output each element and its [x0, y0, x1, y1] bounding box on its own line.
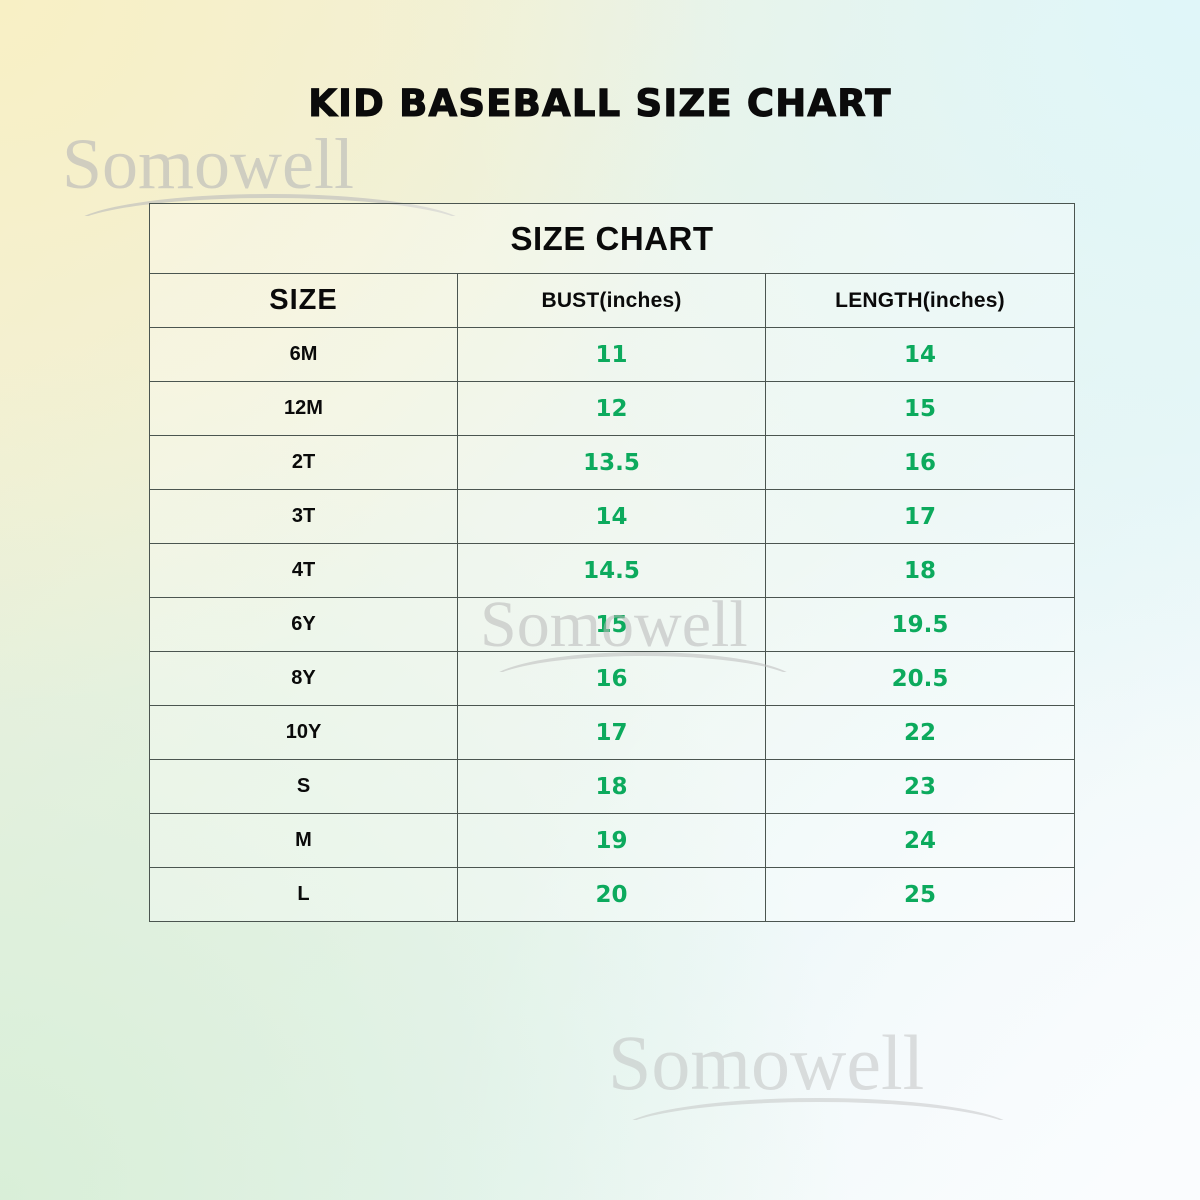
cell-size: 6Y [149, 597, 458, 652]
table-row: 6M 11 14 [149, 327, 1075, 382]
size-chart-table: SIZE CHART SIZE BUST(inches) LENGTH(inch… [149, 203, 1075, 922]
table-row: 3T 14 17 [149, 489, 1075, 544]
cell-bust: 17 [457, 705, 766, 760]
cell-size: 4T [149, 543, 458, 598]
table-row: 6Y 15 19.5 [149, 597, 1075, 652]
size-chart-table-container: SIZE CHART SIZE BUST(inches) LENGTH(inch… [149, 203, 1075, 922]
cell-length: 25 [765, 867, 1075, 922]
cell-length: 17 [765, 489, 1075, 544]
watermark-center: Somowell [480, 588, 748, 661]
cell-bust: 12 [457, 381, 766, 436]
watermark-top-left: Somowell [62, 124, 355, 204]
cell-size: S [149, 759, 458, 814]
table-row: 2T 13.5 16 [149, 435, 1075, 490]
cell-length: 20.5 [765, 651, 1075, 706]
cell-length: 16 [765, 435, 1075, 490]
cell-size: L [149, 867, 458, 922]
watermark-swoosh-top-left [70, 194, 470, 216]
table-row: 10Y 17 22 [149, 705, 1075, 760]
table-row: 8Y 16 20.5 [149, 651, 1075, 706]
cell-length: 22 [765, 705, 1075, 760]
cell-bust: 13.5 [457, 435, 766, 490]
table-row: 4T 14.5 18 [149, 543, 1075, 598]
table-title-row: SIZE CHART [149, 203, 1075, 274]
watermark-swoosh-bottom [618, 1098, 1018, 1120]
cell-length: 15 [765, 381, 1075, 436]
table-row: S 18 23 [149, 759, 1075, 814]
cell-bust: 11 [457, 327, 766, 382]
cell-bust: 14 [457, 489, 766, 544]
cell-bust: 19 [457, 813, 766, 868]
watermark-swoosh-center [488, 652, 798, 672]
cell-length: 24 [765, 813, 1075, 868]
cell-size: 3T [149, 489, 458, 544]
cell-size: 6M [149, 327, 458, 382]
cell-length: 19.5 [765, 597, 1075, 652]
cell-bust: 20 [457, 867, 766, 922]
table-caption: SIZE CHART [149, 203, 1075, 274]
table-row: M 19 24 [149, 813, 1075, 868]
table-row: L 20 25 [149, 867, 1075, 922]
column-header-size: SIZE [149, 273, 458, 328]
cell-size: M [149, 813, 458, 868]
table-row: 12M 12 15 [149, 381, 1075, 436]
watermark-bottom: Somowell [608, 1019, 925, 1106]
cell-bust: 18 [457, 759, 766, 814]
column-header-length: LENGTH(inches) [765, 273, 1075, 328]
cell-bust: 15 [457, 597, 766, 652]
cell-size: 8Y [149, 651, 458, 706]
cell-size: 10Y [149, 705, 458, 760]
page-title: KID BASEBALL SIZE CHART [308, 81, 892, 125]
cell-length: 18 [765, 543, 1075, 598]
cell-size: 2T [149, 435, 458, 490]
column-header-bust: BUST(inches) [457, 273, 766, 328]
cell-length: 14 [765, 327, 1075, 382]
cell-size: 12M [149, 381, 458, 436]
table-header-row: SIZE BUST(inches) LENGTH(inches) [149, 273, 1075, 328]
cell-length: 23 [765, 759, 1075, 814]
cell-bust: 14.5 [457, 543, 766, 598]
